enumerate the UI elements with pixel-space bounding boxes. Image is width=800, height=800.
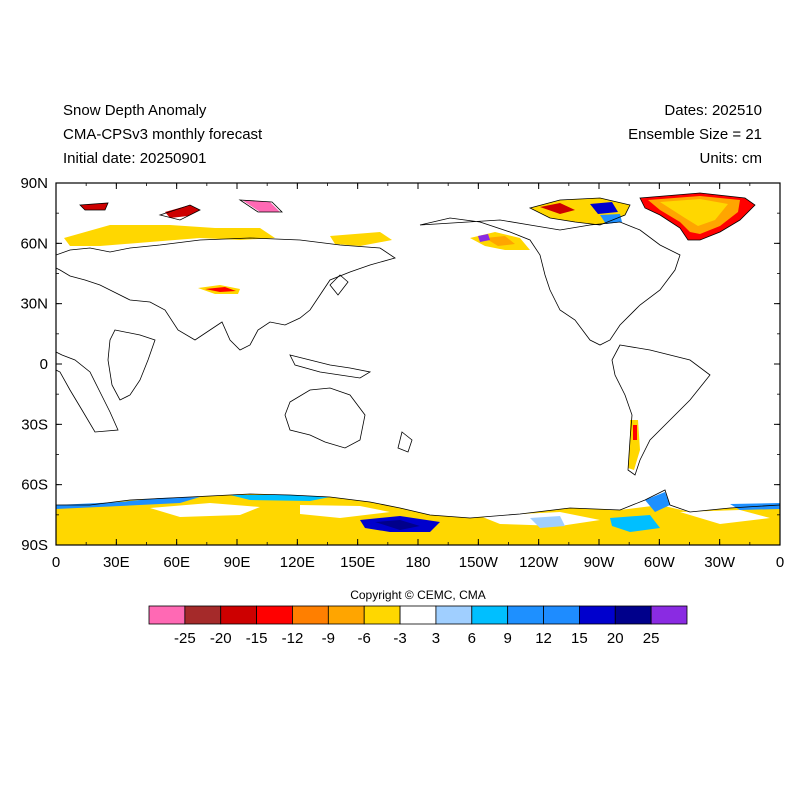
australia-coast bbox=[284, 387, 366, 449]
model-name: CMA-CPSv3 monthly forecast bbox=[63, 126, 263, 143]
colorbar-label: 6 bbox=[468, 630, 476, 647]
map-title: Snow Depth Anomaly bbox=[63, 102, 207, 119]
colorbar-label: -25 bbox=[174, 630, 196, 647]
colorbar-label: 25 bbox=[643, 630, 660, 647]
colorbar-swatch bbox=[507, 605, 544, 625]
lat-label: 60N bbox=[20, 235, 48, 252]
antarctica-neutral-patch bbox=[150, 503, 260, 517]
lat-label: 0 bbox=[40, 356, 48, 373]
initial-date: Initial date: 20250901 bbox=[63, 150, 207, 167]
indonesia-coast bbox=[289, 354, 372, 379]
colorbar-label: -9 bbox=[322, 630, 335, 647]
lon-label: 60W bbox=[644, 554, 676, 571]
lon-label: 120E bbox=[280, 554, 315, 571]
colorbar-swatch bbox=[363, 605, 401, 625]
colorbar-label: 3 bbox=[432, 630, 440, 647]
archipelago-positive bbox=[590, 202, 618, 214]
lat-label: 30S bbox=[21, 416, 48, 433]
alaska-positive bbox=[478, 234, 490, 242]
colorbar-label: 9 bbox=[503, 630, 511, 647]
andes-negative bbox=[633, 425, 637, 440]
africa-coast bbox=[56, 351, 119, 433]
lon-label: 90E bbox=[224, 554, 251, 571]
antarctica-positive-patch bbox=[530, 516, 565, 528]
colorbar-swatch bbox=[614, 605, 652, 625]
south-america-coast bbox=[611, 344, 711, 476]
colorbar-swatch bbox=[256, 605, 293, 625]
colorbar-swatch bbox=[292, 605, 329, 625]
colorbar-swatch bbox=[399, 605, 437, 625]
novaya-zemlya-anomaly bbox=[165, 205, 200, 218]
siberia-anomaly bbox=[64, 225, 275, 246]
lon-label: 180 bbox=[405, 554, 430, 571]
tibet-negative bbox=[205, 287, 236, 292]
lon-label: 120W bbox=[519, 554, 559, 571]
colorbar-swatch bbox=[471, 605, 509, 625]
lat-label: 90N bbox=[20, 175, 48, 192]
lon-label: 0 bbox=[776, 554, 784, 571]
colorbar-label: -15 bbox=[246, 630, 268, 647]
forecast-dates: Dates: 202510 bbox=[664, 102, 762, 119]
lat-label: 30N bbox=[20, 296, 48, 313]
colorbar-label: -20 bbox=[210, 630, 232, 647]
lon-label: 30W bbox=[704, 554, 736, 571]
antarctica-neutral-patch bbox=[680, 510, 770, 524]
lon-label: 150W bbox=[459, 554, 499, 571]
anomaly-field bbox=[56, 193, 780, 545]
lat-label: 90S bbox=[21, 537, 48, 554]
peninsula-positive bbox=[645, 492, 670, 512]
greenland-coast bbox=[639, 192, 756, 241]
alaska-negative bbox=[485, 236, 515, 246]
severnaya-zemlya-coast bbox=[238, 199, 283, 213]
colorbar-swatch bbox=[148, 605, 186, 625]
colorbar-swatch bbox=[579, 605, 616, 625]
lon-label: 150E bbox=[340, 554, 375, 571]
colorbar-swatch bbox=[435, 605, 473, 625]
colorbar: -25 -20 -15 -12 -9 -6 -3 3 6 9 12 15 20 25 bbox=[148, 605, 688, 647]
colorbar-label: -6 bbox=[358, 630, 371, 647]
new-zealand-coast bbox=[397, 431, 413, 453]
colorbar-swatch bbox=[543, 605, 580, 625]
archipelago-positive bbox=[600, 214, 622, 224]
antarctica-positive-coast bbox=[230, 495, 330, 501]
lon-label: 0 bbox=[52, 554, 60, 571]
colorbar-label: 15 bbox=[571, 630, 588, 647]
antarctica-positive-coast bbox=[56, 497, 200, 509]
africa-east-coast bbox=[107, 329, 156, 401]
colorbar-label: 20 bbox=[607, 630, 624, 647]
colorbar-label: -3 bbox=[393, 630, 406, 647]
coastlines bbox=[56, 192, 780, 519]
svalbard-coast bbox=[79, 202, 109, 211]
colorbar-label: -12 bbox=[282, 630, 304, 647]
east-siberia-anomaly bbox=[330, 232, 392, 246]
antarctica-neutral-patch bbox=[300, 505, 390, 518]
lon-label: 30E bbox=[103, 554, 130, 571]
latitude-axis: 90N 60N 30N 0 30S 60S 90S bbox=[20, 175, 780, 554]
copyright-text: Copyright © CEMC, CMA bbox=[350, 588, 486, 602]
colorbar-swatch bbox=[327, 605, 365, 625]
colorbar-swatch bbox=[650, 605, 688, 625]
eurasia-coast bbox=[56, 237, 396, 351]
colorbar-swatch bbox=[184, 605, 222, 625]
ensemble-size: Ensemble Size = 21 bbox=[628, 126, 762, 143]
ross-sea-strong-positive bbox=[375, 520, 420, 530]
antarctica-coast bbox=[56, 489, 780, 519]
greenland-interior bbox=[660, 199, 728, 226]
archipelago-negative bbox=[540, 203, 575, 214]
antarctica-positive-patch bbox=[610, 515, 660, 532]
arctic-archipelago-coast bbox=[528, 197, 631, 226]
colorbar-label: 12 bbox=[535, 630, 552, 647]
lon-label: 60E bbox=[163, 554, 190, 571]
map-area bbox=[56, 183, 780, 545]
novaya-zemlya-coast bbox=[158, 204, 201, 221]
lon-label: 90W bbox=[584, 554, 616, 571]
lat-label: 60S bbox=[21, 477, 48, 494]
units-label: Units: cm bbox=[699, 150, 762, 167]
severnaya-zemlya-anomaly bbox=[242, 200, 280, 212]
japan-coast bbox=[329, 274, 349, 296]
longitude-axis: 0 30E 60E 90E 120E 150E 180 150W 120W 90W 60W 30W 0 bbox=[52, 183, 784, 571]
colorbar-swatch bbox=[220, 605, 258, 625]
